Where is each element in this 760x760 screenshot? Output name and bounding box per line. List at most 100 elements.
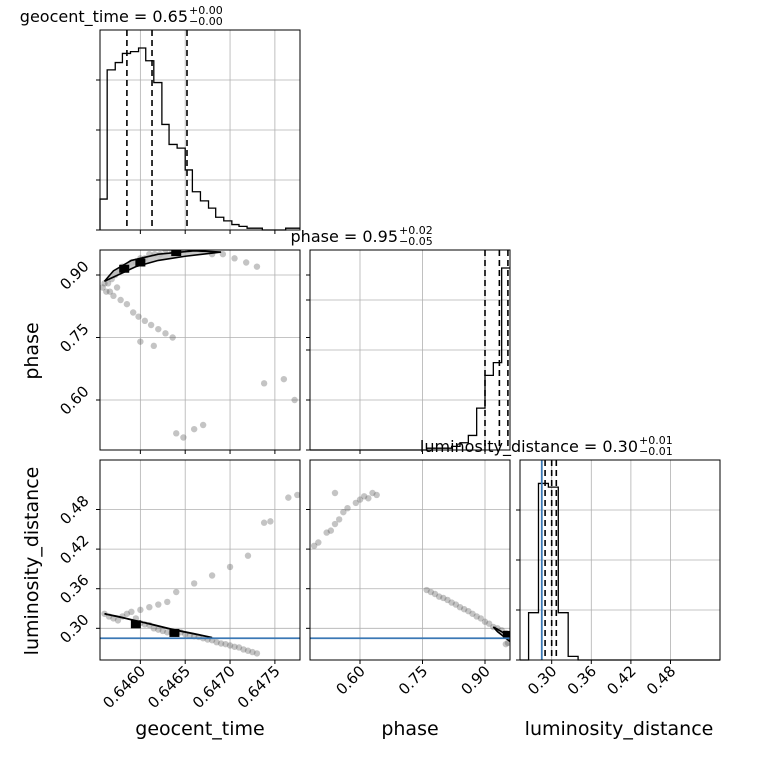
scatter-panel-geocent-time-vs-luminosity-distance-sample-3 (114, 617, 122, 624)
scatter-panel-phase-vs-luminosity-distance-sample-18 (435, 593, 443, 600)
x-axis-label-luminosity-distance: luminosity_distance (525, 718, 714, 740)
scatter-panel-phase-vs-luminosity-distance-sample-5 (335, 516, 343, 523)
scatter-panel-geocent-time-vs-luminosity-distance-sample-26 (217, 640, 225, 647)
scatter-panel-geocent-time-vs-luminosity-distance-sample-38 (164, 598, 171, 606)
scatter-panel-geocent-time-vs-luminosity-distance-frame (99, 459, 301, 661)
scatter-panel-geocent-time-vs-phase-sample-42 (260, 380, 268, 387)
scatter-panel-phase-vs-luminosity-distance-sample-10 (356, 496, 364, 503)
scatter-panel-geocent-time-vs-luminosity-distance-sample-46 (285, 494, 292, 501)
scatter-panel-geocent-time-vs-luminosity-distance-sample-25 (213, 638, 220, 646)
scatter-panel-phase-vs-luminosity-distance-sample-0 (310, 542, 318, 550)
scatter-panel-geocent-time-vs-luminosity-distance-density-core-1 (169, 628, 180, 637)
scatter-panel-phase-vs-luminosity-distance-sample-3 (327, 527, 335, 534)
scatter-panel-phase-vs-luminosity-distance-sample-4 (331, 520, 339, 528)
scatter-panel-phase-vs-luminosity-distance-sample-30 (485, 620, 493, 627)
title-plus-luminosity-distance: +0.01 (639, 434, 673, 447)
histogram-title-luminosity-distance: luminosity_distance = 0.30 +0.01−0.01 (420, 434, 673, 458)
scatter-panel-geocent-time-vs-luminosity-distance-sample-28 (226, 642, 234, 649)
scatter-panel-geocent-time-vs-phase-sample-41 (199, 421, 207, 429)
scatter-panel-phase-vs-luminosity-distance-sample-15 (423, 586, 430, 594)
scatter-panel-geocent-time-vs-luminosity-distance-sample-31 (240, 646, 247, 653)
scatter-panel-phase-vs-luminosity-distance-sample-11 (360, 493, 368, 500)
scatter-panel-phase-vs-luminosity-distance-sample-12 (365, 495, 372, 502)
scatter-panel-phase-vs-luminosity-distance-sample-29 (481, 618, 489, 625)
scatter-panel-geocent-time-vs-luminosity-distance-sample-44 (260, 519, 268, 526)
scatter-panel-geocent-time-vs-luminosity-distance-sample-11 (150, 625, 158, 632)
scatter-panel-phase-vs-luminosity-distance-density-core-0 (502, 630, 510, 639)
scatter-panel-geocent-time-vs-phase-sample-44 (291, 396, 298, 404)
labels-layer: geocent_time phase luminosity_distance p… (21, 322, 713, 740)
scatter-panel-geocent-time-vs-luminosity-distance-sample-37 (155, 601, 162, 608)
scatter-panel-geocent-time-vs-phase-sample-20 (219, 250, 227, 258)
y-axis-label-luminosity-distance: luminosity_distance (21, 467, 43, 656)
scatter-panel-geocent-time-vs-luminosity-distance-sample-35 (137, 606, 144, 614)
scatter-panel-geocent-time-vs-luminosity-distance-sample-29 (231, 643, 238, 650)
scatter-panel-phase-vs-luminosity-distance-sample-27 (473, 613, 480, 620)
scatter-panel-geocent-time-vs-phase-sample-33 (162, 330, 169, 337)
scatter-panel-geocent-time-vs-phase-density-core-0 (119, 264, 130, 273)
scatter-panel-geocent-time-vs-luminosity-distance-sample-30 (235, 644, 243, 651)
scatter-panel-geocent-time-vs-luminosity-distance-sample-36 (146, 603, 153, 611)
scatter-panel-geocent-time-vs-phase-sample-24 (103, 288, 110, 295)
scatter-panel-phase-vs-luminosity-distance-sample-26 (469, 610, 476, 617)
scatter-panel-phase-vs-luminosity-distance-sample-8 (331, 489, 339, 497)
scatter-panel-phase-vs-luminosity-distance-sample-1 (315, 539, 322, 546)
scatter-panel-geocent-time-vs-phase-sample-14 (162, 250, 169, 254)
scatter-panel-geocent-time-vs-luminosity-distance-sample-14 (164, 629, 171, 636)
title-text-geocent-time: geocent_time = 0.65 (20, 7, 188, 27)
title-text-luminosity-distance: luminosity_distance = 0.30 (420, 437, 638, 457)
scatter-panel-phase-vs-luminosity-distance-sample-17 (431, 590, 439, 598)
scatter-panel-geocent-time-vs-luminosity-distance-sample-47 (294, 491, 300, 499)
scatter-panel-geocent-time-vs-luminosity-distance-sample-41 (208, 572, 216, 579)
scatter-panel-geocent-time-vs-luminosity-distance-sample-39 (173, 588, 180, 596)
scatter-panel-geocent-time-vs-luminosity-distance-sample-45 (267, 518, 274, 525)
title-minus-phase: −0.05 (399, 235, 433, 248)
title-minus-luminosity-distance: −0.01 (639, 445, 673, 458)
scatter-panel-geocent-time-vs-luminosity-distance-sample-27 (222, 640, 229, 648)
histogram-luminosity-distance-frame (519, 459, 721, 661)
scatter-panel-geocent-time-vs-phase-sample-26 (117, 296, 124, 304)
scatter-panel-geocent-time-vs-luminosity-distance-sample-40 (190, 580, 198, 587)
scatter-panel-geocent-time-vs-luminosity-distance-sample-33 (249, 648, 256, 656)
histogram-title-geocent-time: geocent_time = 0.65 +0.00−0.00 (20, 4, 223, 28)
scatter-panel-geocent-time-vs-luminosity-distance-sample-34 (253, 650, 261, 657)
scatter-panel-geocent-time-vs-phase-sample-45 (137, 338, 144, 345)
scatter-panel-geocent-time-vs-luminosity-distance-sample-42 (226, 563, 234, 571)
histogram-geocent-time-step (99, 47, 300, 231)
scatter-panel-geocent-time-vs-phase-sample-46 (150, 342, 158, 350)
scatter-panel-phase-vs-luminosity-distance-sample-13 (369, 489, 376, 497)
scatter-panel-geocent-time-vs-phase-sample-1 (104, 280, 112, 287)
scatter-panel-geocent-time-vs-phase-sample-35 (100, 284, 106, 291)
scatter-panel-phase-vs-luminosity-distance-sample-19 (440, 594, 447, 602)
scatter-panel-phase-vs-luminosity-distance-sample-14 (373, 491, 380, 499)
x-axis-label-phase: phase (381, 718, 438, 740)
scatter-panel-phase-vs-luminosity-distance-sample-20 (444, 596, 451, 604)
title-plus-phase: +0.02 (399, 224, 433, 237)
scatter-panel-phase-vs-luminosity-distance-sample-16 (427, 588, 435, 596)
scatter-panel-geocent-time-vs-phase-sample-30 (141, 317, 149, 325)
y-axis-label-phase: phase (21, 322, 43, 379)
scatter-panel-phase-vs-luminosity-distance-frame (309, 459, 511, 661)
scatter-panel-geocent-time-vs-luminosity-distance-sample-12 (155, 626, 162, 633)
title-text-phase: phase = 0.95 (291, 227, 398, 246)
scatter-panel-geocent-time-vs-phase-density-core-2 (171, 250, 182, 257)
scatter-panel-phase-vs-luminosity-distance-sample-9 (352, 499, 360, 507)
scatter-panel-geocent-time-vs-luminosity-distance-sample-43 (244, 552, 252, 559)
scatter-panel-phase-vs-luminosity-distance-sample-22 (452, 601, 460, 608)
x-axis-label-geocent-time: geocent_time (135, 718, 264, 740)
histogram-title-phase: phase = 0.95 +0.02−0.05 (291, 224, 433, 248)
scatter-panel-geocent-time-vs-luminosity-distance-content (100, 491, 300, 657)
scatter-panel-phase-vs-luminosity-distance-sample-6 (340, 508, 347, 516)
scatter-panel-phase-vs-luminosity-distance-sample-28 (477, 615, 485, 622)
scatter-panel-geocent-time-vs-luminosity-distance-density-core-0 (130, 620, 141, 629)
scatter-panel-geocent-time-vs-luminosity-distance-sample-5 (123, 610, 131, 617)
scatter-panel-geocent-time-vs-phase-sample-29 (135, 313, 142, 320)
scatter-panel-geocent-time-vs-phase-frame (99, 249, 301, 451)
scatter-panel-geocent-time-vs-phase-sample-31 (147, 321, 155, 329)
scatter-panel-geocent-time-vs-phase-sample-32 (155, 325, 162, 333)
histogram-phase-frame (309, 249, 511, 451)
scatter-panel-phase-vs-luminosity-distance-sample-21 (448, 599, 455, 606)
scatter-panel-geocent-time-vs-phase-sample-38 (173, 430, 180, 437)
scatter-panel-geocent-time-vs-phase-sample-0 (101, 280, 108, 287)
